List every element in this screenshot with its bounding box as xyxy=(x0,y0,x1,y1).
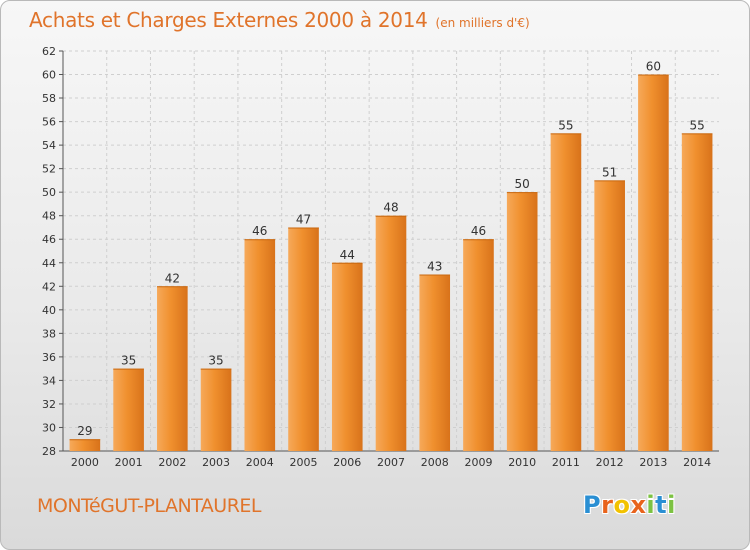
y-tick-label: 62 xyxy=(42,45,56,58)
bar-2002 xyxy=(157,286,188,451)
x-tick-label: 2000 xyxy=(71,456,99,469)
proxiti-logo: Proxiti xyxy=(583,491,676,519)
logo-letter: t xyxy=(655,491,668,519)
data-label: 35 xyxy=(208,354,223,368)
data-label: 55 xyxy=(558,118,573,132)
bar-2007 xyxy=(375,215,407,451)
x-tick-label: 2004 xyxy=(246,456,274,469)
x-tick-label: 2003 xyxy=(202,456,230,469)
logo-letter: i xyxy=(667,491,676,519)
chart-title: Achats et Charges Externes 2000 à 2014 (e… xyxy=(29,8,530,32)
x-tick-label: 2005 xyxy=(290,456,318,469)
data-label: 44 xyxy=(340,248,355,262)
bar-2013 xyxy=(638,74,669,451)
bar-2011 xyxy=(550,133,582,451)
x-tick-label: 2012 xyxy=(596,456,624,469)
logo-letter: i xyxy=(646,491,656,519)
x-tick-label: 2002 xyxy=(158,456,186,469)
data-label: 55 xyxy=(689,118,704,132)
x-tick-label: 2010 xyxy=(508,456,536,469)
data-label: 43 xyxy=(427,260,442,274)
data-label: 47 xyxy=(296,212,311,226)
bar-2008 xyxy=(419,274,451,451)
logo-letter: P xyxy=(583,491,602,519)
y-tick-label: 34 xyxy=(42,374,56,387)
chart-unit: (en milliers d'€) xyxy=(435,16,530,30)
bar-2010 xyxy=(506,192,538,452)
data-label: 42 xyxy=(165,271,180,285)
data-label: 50 xyxy=(515,177,530,191)
data-label: 46 xyxy=(471,224,486,238)
y-tick-label: 50 xyxy=(42,186,56,199)
x-tick-label: 2008 xyxy=(421,456,449,469)
logo-letter: x xyxy=(630,491,647,519)
logo-letter: o xyxy=(613,491,631,519)
x-tick-label: 2001 xyxy=(115,456,143,469)
bars xyxy=(69,74,713,452)
y-tick-label: 38 xyxy=(42,327,56,340)
y-tick-label: 30 xyxy=(42,421,56,434)
x-tick-label: 2007 xyxy=(377,456,405,469)
bar-2014 xyxy=(681,133,713,451)
bar-2004 xyxy=(244,239,276,451)
data-label: 51 xyxy=(602,165,617,179)
y-tick-label: 28 xyxy=(42,445,56,458)
y-tick-label: 58 xyxy=(42,92,56,105)
bar-2000 xyxy=(69,439,101,451)
bar-2006 xyxy=(331,262,363,451)
bar-2009 xyxy=(463,239,494,451)
y-tick-label: 54 xyxy=(42,139,56,152)
y-tick-label: 36 xyxy=(42,351,56,364)
bar-2003 xyxy=(200,368,232,451)
commune-name: MONTéGUT-PLANTAUREL xyxy=(37,495,262,517)
y-tick-label: 56 xyxy=(42,116,56,129)
chart-title-text: Achats et Charges Externes 2000 à 2014 xyxy=(29,8,428,32)
x-tick-label: 2006 xyxy=(333,456,361,469)
y-tick-label: 52 xyxy=(42,163,56,176)
axes: 28 30 32 34 36 38 40 42 44 46 48 50 52 54 56 58 60 62 2000… xyxy=(42,45,719,469)
y-tick-label: 46 xyxy=(42,233,56,246)
x-tick-label: 2009 xyxy=(464,456,492,469)
data-label: 60 xyxy=(646,60,661,74)
x-tick-label: 2011 xyxy=(552,456,580,469)
y-tick-label: 32 xyxy=(42,398,56,411)
bar-2005 xyxy=(288,227,319,451)
x-tick-label: 2014 xyxy=(683,456,711,469)
y-tick-label: 48 xyxy=(42,210,56,223)
bar-2001 xyxy=(113,368,144,451)
data-labels: 29 35 42 35 46 47 44 48 43 46 50 55 51 60 55 xyxy=(77,60,705,439)
y-tick-label: 60 xyxy=(42,69,56,82)
data-label: 48 xyxy=(383,201,398,215)
bar-2012 xyxy=(594,180,625,452)
y-tick-label: 40 xyxy=(42,304,56,317)
y-tick-label: 42 xyxy=(42,280,56,293)
x-tick-label: 2013 xyxy=(639,456,667,469)
logo-letter: r xyxy=(601,491,614,519)
data-label: 46 xyxy=(252,224,267,238)
data-label: 29 xyxy=(77,424,92,438)
y-tick-label: 44 xyxy=(42,257,56,270)
data-label: 35 xyxy=(121,354,136,368)
